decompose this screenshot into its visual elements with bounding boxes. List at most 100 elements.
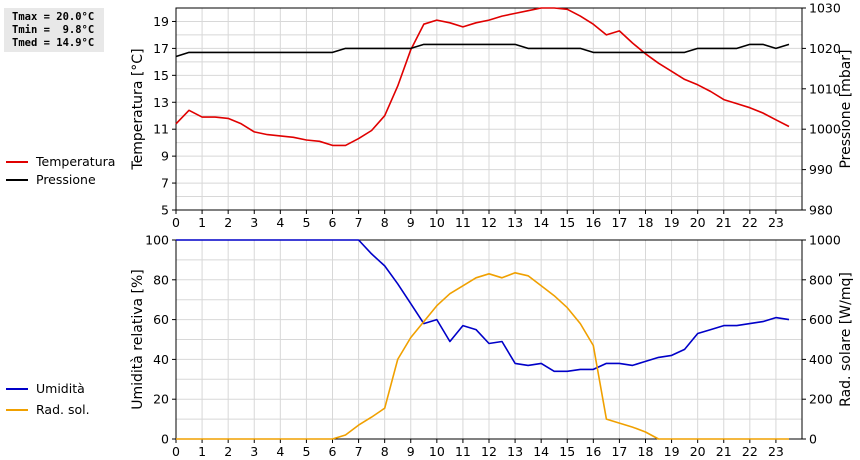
x-tick-label: 6: [329, 444, 337, 459]
x-tick-label: 13: [507, 444, 523, 459]
x-tick-label: 3: [250, 444, 258, 459]
x-tick-label: 14: [533, 444, 549, 459]
x-tick-label: 12: [481, 444, 497, 459]
left-tick-label: 17: [153, 41, 169, 56]
x-tick-label: 9: [407, 215, 415, 230]
left-tick-label: 13: [153, 95, 169, 110]
legend-item-pressure: Pressione: [6, 172, 96, 187]
legend-label-pressure: Pressione: [36, 172, 96, 187]
right-tick-label: 1010: [809, 81, 841, 96]
x-tick-label: 16: [585, 444, 601, 459]
right-axis-title: Pressione [mbar]: [838, 49, 854, 168]
series-line-humidity: [176, 239, 790, 373]
left-tick-label: 20: [153, 392, 169, 407]
x-tick-label: 0: [172, 215, 180, 230]
x-tick-label: 5: [302, 215, 310, 230]
x-tick-label: 17: [611, 444, 627, 459]
legend-swatch-temperature: [6, 160, 28, 163]
left-axis-title: Umidità relativa [%]: [130, 269, 146, 410]
legend-item-radiation: Rad. sol.: [6, 402, 90, 417]
x-tick-label: 10: [429, 215, 445, 230]
stat-tmin: Tmin = 9.8°C: [12, 24, 95, 36]
x-tick-label: 2: [224, 444, 232, 459]
x-tick-label: 1: [198, 215, 206, 230]
right-tick-label: 1020: [809, 41, 841, 56]
left-tick-label: 0: [161, 432, 169, 447]
x-tick-label: 13: [507, 215, 523, 230]
x-tick-label: 9: [407, 444, 415, 459]
x-tick-label: 23: [768, 444, 784, 459]
legend-swatch-pressure: [6, 178, 28, 181]
left-tick-label: 7: [161, 176, 169, 191]
x-tick-label: 3: [250, 215, 258, 230]
right-tick-label: 1000: [809, 122, 841, 137]
legend-label-humidity: Umidità: [36, 381, 85, 396]
x-tick-label: 19: [664, 444, 680, 459]
x-tick-label: 4: [276, 215, 284, 230]
stats-box: Tmax = 20.0°C Tmin = 9.8°C Tmed = 14.9°C: [4, 8, 104, 52]
x-tick-label: 11: [455, 215, 471, 230]
series-line-radiation: [176, 271, 789, 440]
x-tick-label: 22: [742, 215, 758, 230]
right-tick-label: 1000: [809, 233, 841, 248]
left-tick-label: 80: [153, 272, 169, 287]
x-tick-label: 15: [559, 215, 575, 230]
x-tick-label: 20: [690, 215, 706, 230]
x-tick-label: 6: [329, 215, 337, 230]
x-tick-label: 21: [716, 215, 732, 230]
x-tick-label: 20: [690, 444, 706, 459]
right-tick-label: 800: [809, 272, 833, 287]
right-tick-label: 980: [809, 203, 833, 218]
right-tick-label: 200: [809, 392, 833, 407]
legend-label-temperature: Temperatura: [36, 154, 116, 169]
x-tick-label: 4: [276, 444, 284, 459]
stat-tmed: Tmed = 14.9°C: [12, 37, 95, 49]
left-tick-label: 100: [145, 233, 169, 248]
right-tick-label: 990: [809, 162, 833, 177]
x-tick-label: 12: [481, 215, 497, 230]
right-axis-title: Rad. solare [W/mq]: [838, 272, 854, 407]
left-tick-label: 19: [153, 14, 169, 29]
left-tick-label: 40: [153, 352, 169, 367]
right-tick-label: 400: [809, 352, 833, 367]
left-tick-label: 9: [161, 149, 169, 164]
right-tick-label: 0: [809, 432, 817, 447]
x-tick-label: 10: [429, 444, 445, 459]
left-tick-label: 5: [161, 203, 169, 218]
x-tick-label: 21: [716, 444, 732, 459]
legend-swatch-radiation: [6, 408, 28, 411]
x-tick-label: 0: [172, 444, 180, 459]
x-tick-label: 18: [638, 444, 654, 459]
x-tick-label: 8: [381, 444, 389, 459]
x-tick-label: 2: [224, 215, 232, 230]
x-tick-label: 1: [198, 444, 206, 459]
x-tick-label: 7: [355, 444, 363, 459]
series-line-temperature: [175, 7, 790, 147]
x-tick-label: 16: [585, 215, 601, 230]
x-tick-label: 19: [664, 215, 680, 230]
right-tick-label: 1030: [809, 1, 841, 16]
legend-swatch-humidity: [6, 387, 28, 390]
left-tick-label: 60: [153, 312, 169, 327]
x-tick-label: 7: [355, 215, 363, 230]
left-tick-label: 11: [153, 122, 169, 137]
series-line-pressure: [175, 43, 790, 58]
x-tick-label: 14: [533, 215, 549, 230]
legend-item-temperature: Temperatura: [6, 154, 115, 169]
x-tick-label: 11: [455, 444, 471, 459]
x-tick-label: 8: [381, 215, 389, 230]
x-tick-label: 18: [638, 215, 654, 230]
x-tick-label: 17: [611, 215, 627, 230]
left-tick-label: 15: [153, 68, 169, 83]
stat-tmax: Tmax = 20.0°C: [12, 11, 95, 23]
legend-item-humidity: Umidità: [6, 381, 85, 396]
x-tick-label: 15: [559, 444, 575, 459]
x-tick-label: 22: [742, 444, 758, 459]
x-tick-label: 23: [768, 215, 784, 230]
right-tick-label: 600: [809, 312, 833, 327]
left-axis-title: Temperatura [°C]: [130, 48, 146, 170]
x-tick-label: 5: [302, 444, 310, 459]
